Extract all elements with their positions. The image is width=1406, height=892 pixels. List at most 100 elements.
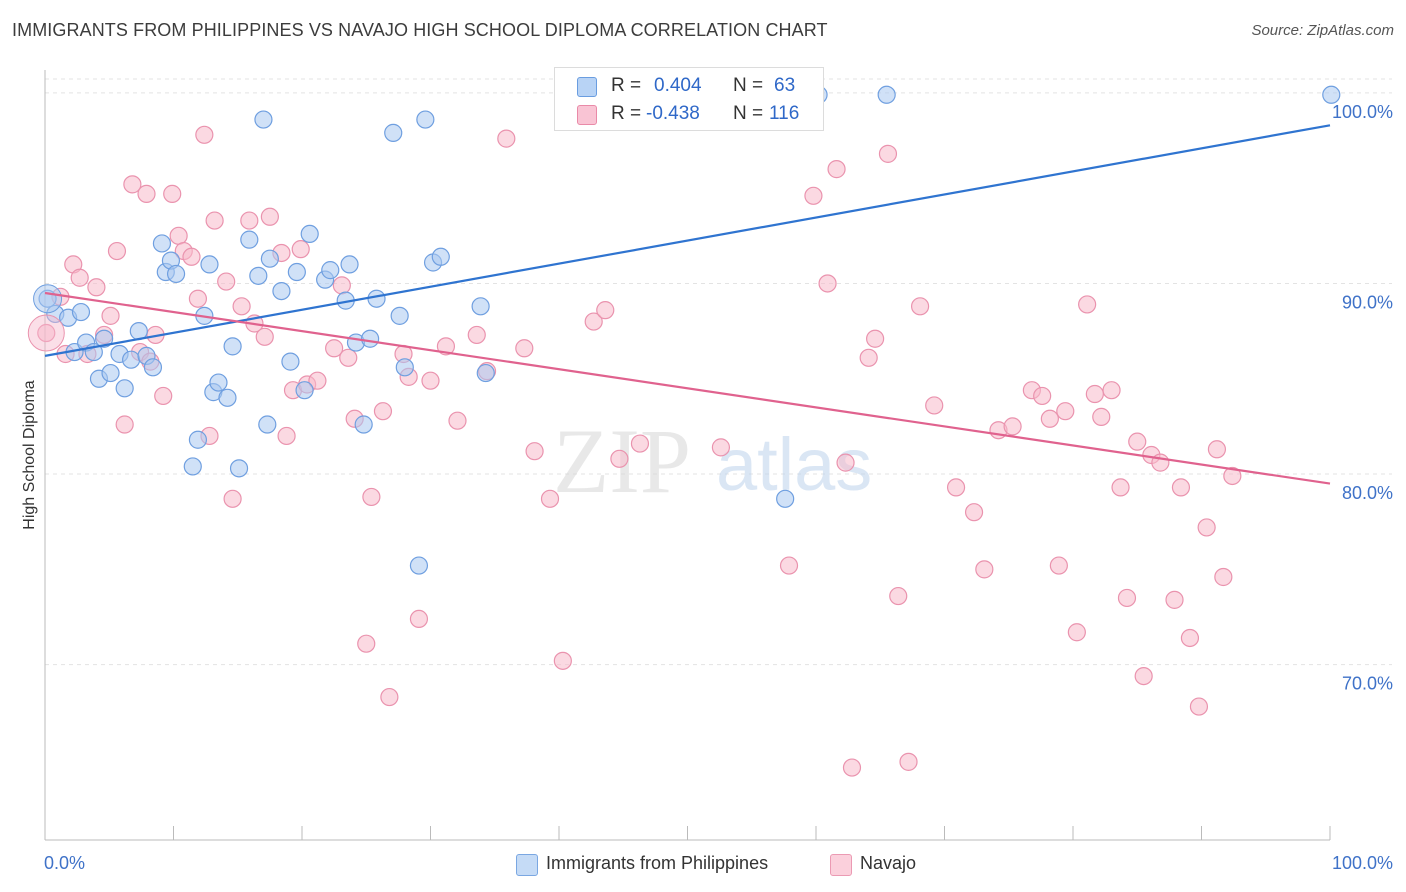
point-navajo: [332, 276, 351, 295]
r-label: R =: [611, 75, 642, 96]
point-navajo: [260, 207, 279, 226]
point-navajo: [232, 297, 251, 316]
point-navajo: [975, 560, 994, 579]
point-philippines: [121, 350, 141, 369]
point-navajo: [308, 371, 327, 390]
point-navajo: [1197, 518, 1216, 537]
y-tick-label: 100.0%: [1332, 102, 1393, 122]
point-navajo: [1056, 402, 1075, 421]
point-navajo: [339, 348, 358, 367]
point-navajo: [182, 247, 201, 266]
point-navajo: [899, 752, 918, 771]
point-navajo: [1003, 417, 1022, 436]
point-philippines: [200, 255, 219, 274]
legend-swatch-navajo: [830, 854, 852, 876]
legend-swatch-philippines: [516, 854, 538, 876]
correlation-stats-box: R = 0.404 N = 63 R = -0.438 N = 116: [554, 67, 824, 131]
axes: [44, 70, 1331, 841]
point-navajo: [357, 634, 376, 653]
point-philippines-large: [33, 284, 63, 314]
r-value: 0.404: [654, 75, 702, 96]
trend-lines: [44, 124, 1331, 485]
point-philippines: [258, 415, 277, 434]
point-navajo: [217, 272, 236, 291]
point-navajo-large: [27, 314, 65, 352]
point-navajo: [70, 268, 89, 287]
point-philippines: [218, 388, 237, 407]
point-philippines: [281, 352, 300, 371]
point-navajo: [169, 226, 188, 245]
point-navajo: [255, 327, 274, 346]
r-value: -0.438: [646, 103, 700, 124]
chart-title: IMMIGRANTS FROM PHILIPPINES VS NAVAJO HI…: [12, 20, 828, 40]
point-navajo: [409, 609, 429, 629]
point-navajo: [37, 323, 56, 343]
point-navajo: [101, 306, 120, 325]
point-navajo: [188, 289, 208, 308]
point-philippines: [166, 264, 186, 284]
point-philippines: [188, 430, 208, 449]
point-navajo: [1165, 590, 1184, 609]
y-tick-label: 70.0%: [1342, 674, 1393, 694]
point-navajo: [1040, 409, 1059, 428]
point-navajo: [1117, 588, 1137, 608]
point-navajo: [223, 489, 242, 508]
point-navajo: [1134, 666, 1153, 686]
point-navajo: [889, 586, 908, 606]
point-navajo: [1214, 567, 1233, 587]
point-navajo: [630, 434, 650, 453]
point-philippines: [321, 261, 340, 280]
point-navajo: [1102, 381, 1121, 400]
point-philippines: [471, 297, 490, 316]
point-navajo: [1085, 384, 1104, 404]
gridlines: [45, 78, 1392, 666]
point-navajo: [584, 312, 603, 331]
point-philippines: [143, 358, 163, 377]
point-philippines: [390, 306, 409, 325]
point-navajo: [205, 211, 224, 230]
point-navajo: [1033, 386, 1052, 406]
point-philippines: [877, 85, 896, 104]
point-navajo: [804, 186, 823, 205]
stats-swatch-navajo: [577, 105, 597, 125]
point-navajo: [525, 442, 544, 461]
n-label: N =: [733, 103, 764, 124]
point-navajo: [137, 184, 156, 203]
point-philippines: [240, 230, 259, 249]
n-value: 63: [774, 75, 796, 96]
point-navajo: [291, 240, 310, 259]
point-navajo: [859, 348, 878, 367]
point-navajo: [878, 144, 898, 163]
point-navajo: [1092, 407, 1111, 426]
watermark: ZIP atlas: [553, 410, 872, 512]
point-philippines: [384, 123, 403, 142]
point-navajo: [497, 129, 516, 148]
tick-labels: 100.0% 90.0% 80.0% 70.0% 0.0% 100.0%: [44, 102, 1393, 873]
point-philippines: [272, 281, 291, 301]
point-philippines: [776, 489, 795, 508]
point-navajo: [123, 175, 142, 194]
point-philippines: [95, 329, 114, 348]
point-navajo: [866, 329, 885, 348]
point-navajo: [373, 402, 393, 421]
point-navajo: [818, 274, 837, 293]
point-navajo: [421, 371, 440, 390]
point-philippines: [229, 459, 249, 478]
trend-line-philippines: [44, 124, 1331, 357]
point-philippines: [254, 110, 273, 129]
point-navajo: [827, 160, 846, 179]
point-philippines: [300, 224, 319, 244]
point-navajo: [195, 125, 214, 144]
point-navajo: [467, 325, 486, 345]
point-philippines: [71, 302, 91, 322]
point-philippines: [287, 262, 306, 282]
point-philippines: [367, 289, 386, 308]
point-navajo: [115, 415, 134, 434]
point-philippines: [209, 373, 228, 392]
point-navajo: [925, 396, 944, 415]
point-philippines: [101, 363, 120, 383]
point-navajo: [87, 278, 106, 297]
point-philippines: [431, 247, 450, 266]
x-tick-label-min: 0.0%: [44, 853, 85, 873]
